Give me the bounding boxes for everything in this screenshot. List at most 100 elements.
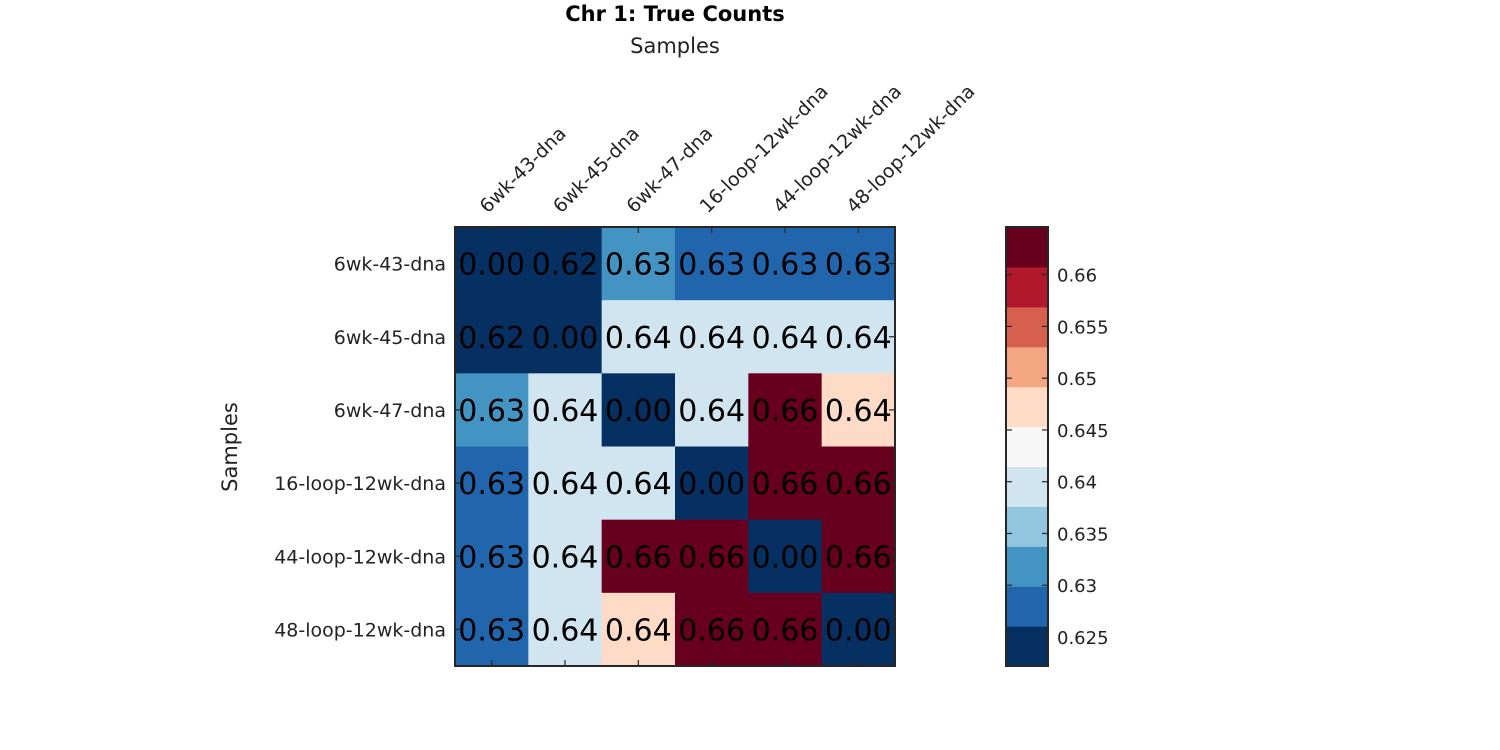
cell-value-label: 0.63 [678, 248, 745, 283]
cell-value-label: 0.63 [752, 248, 819, 283]
colorbar-tick-label: 0.635 [1057, 524, 1109, 545]
heatmap-cell [675, 592, 749, 667]
cell-value-label: 0.00 [532, 321, 599, 356]
colorbar: 0.625 0.63 0.635 0.64 0.645 0.65 0.655 0.66 [1005, 226, 1109, 667]
cell-value-label: 0.00 [678, 467, 745, 502]
x-tick-label: 48-loop-12wk-dna [842, 80, 979, 217]
cell-value-label: 0.63 [605, 248, 672, 283]
colorbar-tick-label: 0.66 [1057, 266, 1097, 287]
heatmap-cell [528, 592, 603, 667]
cell-value-label: 0.63 [458, 467, 525, 502]
heatmap-cell [675, 300, 749, 374]
cell-value-label: 0.66 [605, 540, 672, 575]
heatmap-cell [748, 592, 823, 667]
heatmap-cell [455, 592, 529, 667]
heatmap-cell [821, 373, 896, 448]
heatmap-cell [601, 446, 676, 521]
colorbar-segment [1006, 626, 1048, 667]
heatmap-cell [675, 373, 749, 448]
heatmap-cell [455, 227, 529, 301]
colorbar-segment [1006, 466, 1048, 507]
x-tick-label: 16-loop-12wk-dna [696, 80, 833, 217]
heatmap-cell [675, 446, 749, 521]
cell-value-label: 0.66 [678, 613, 745, 648]
cell-value-label: 0.66 [678, 540, 745, 575]
cell-value-label: 0.66 [752, 394, 819, 429]
heatmap-cell [748, 373, 823, 448]
heatmap-cell [455, 373, 529, 448]
heatmap-cells [455, 227, 896, 667]
heatmap-cell [821, 519, 896, 594]
colorbar-tick-label: 0.65 [1057, 369, 1097, 390]
cell-value-label: 0.66 [752, 613, 819, 648]
colorbar-segment [1006, 426, 1048, 468]
y-tick-label: 44-loop-12wk-dna [274, 546, 446, 568]
cell-value-label: 0.64 [605, 613, 672, 648]
heatmap-cell-labels: 0.00 0.62 0.63 0.63 0.63 0.630.62 0.00 0.64 0.64… [458, 248, 891, 649]
heatmap-cell [748, 519, 823, 594]
cell-value-label: 0.00 [458, 248, 525, 283]
cell-value-label: 0.64 [532, 394, 599, 429]
heatmap-cell [821, 300, 896, 374]
heatmap-cell [528, 519, 603, 594]
heatmap-cell [821, 592, 896, 667]
cell-value-label: 0.63 [458, 540, 525, 575]
cell-value-label: 0.66 [752, 467, 819, 502]
y-tick-labels: 6wk-43-dna 6wk-45-dna 6wk-47-dna 16-loop-12… [274, 254, 895, 641]
cell-value-label: 0.64 [532, 467, 599, 502]
colorbar-tick-label: 0.625 [1057, 628, 1109, 649]
colorbar-tick-label: 0.63 [1057, 576, 1097, 597]
colorbar-segment [1006, 266, 1048, 308]
heatmap-cell [601, 592, 676, 667]
cell-value-label: 0.64 [752, 321, 819, 356]
heatmap-cell [675, 519, 749, 594]
cell-value-label: 0.63 [458, 613, 525, 648]
cell-value-label: 0.62 [458, 321, 525, 356]
heatmap-cell [748, 227, 823, 301]
chart-title: Chr 1: True Counts [565, 2, 785, 26]
y-tick-label: 16-loop-12wk-dna [274, 473, 446, 495]
colorbar-segment [1006, 586, 1048, 627]
colorbar-segment [1006, 506, 1048, 547]
heatmap-cell [748, 300, 823, 374]
colorbar-segment [1006, 227, 1048, 268]
heatmap-cell [821, 446, 896, 521]
cell-value-label: 0.00 [752, 540, 819, 575]
colorbar-tick-label: 0.645 [1057, 421, 1109, 442]
colorbar-segment [1006, 306, 1048, 348]
cell-value-label: 0.00 [605, 394, 672, 429]
x-axis-label: Samples [630, 34, 720, 58]
plot-frame [454, 226, 896, 667]
cell-value-label: 0.64 [605, 321, 672, 356]
heatmap-cell [455, 300, 529, 374]
cell-value-label: 0.64 [532, 540, 599, 575]
colorbar-tick-label: 0.655 [1057, 317, 1109, 338]
cell-value-label: 0.64 [825, 394, 892, 429]
heatmap-cell [601, 519, 676, 594]
cell-value-label: 0.64 [825, 321, 892, 356]
colorbar-segment [1006, 386, 1048, 428]
y-axis-label: Samples [218, 402, 242, 492]
y-tick-label: 6wk-47-dna [334, 400, 446, 422]
colorbar-segment [1006, 546, 1048, 587]
heatmap-cell [601, 300, 676, 374]
heatmap-cell [455, 446, 529, 521]
heatmap-cell [528, 300, 603, 374]
colorbar-segment [1006, 346, 1048, 388]
cell-value-label: 0.64 [678, 394, 745, 429]
cell-value-label: 0.64 [678, 321, 745, 356]
heatmap-cell [601, 227, 676, 301]
heatmap-cell [528, 227, 603, 301]
colorbar-frame [1005, 226, 1049, 667]
heatmap-cell [455, 519, 529, 594]
y-tick-label: 6wk-43-dna [334, 254, 446, 276]
x-tick-label: 44-loop-12wk-dna [769, 80, 906, 217]
heatmap-cell [528, 446, 603, 521]
cell-value-label: 0.62 [532, 248, 599, 283]
heatmap-cell [821, 227, 896, 301]
heatmap-cell [601, 373, 676, 448]
cell-value-label: 0.64 [605, 467, 672, 502]
colorbar-tick-label: 0.64 [1057, 473, 1097, 494]
cell-value-label: 0.63 [825, 248, 892, 283]
